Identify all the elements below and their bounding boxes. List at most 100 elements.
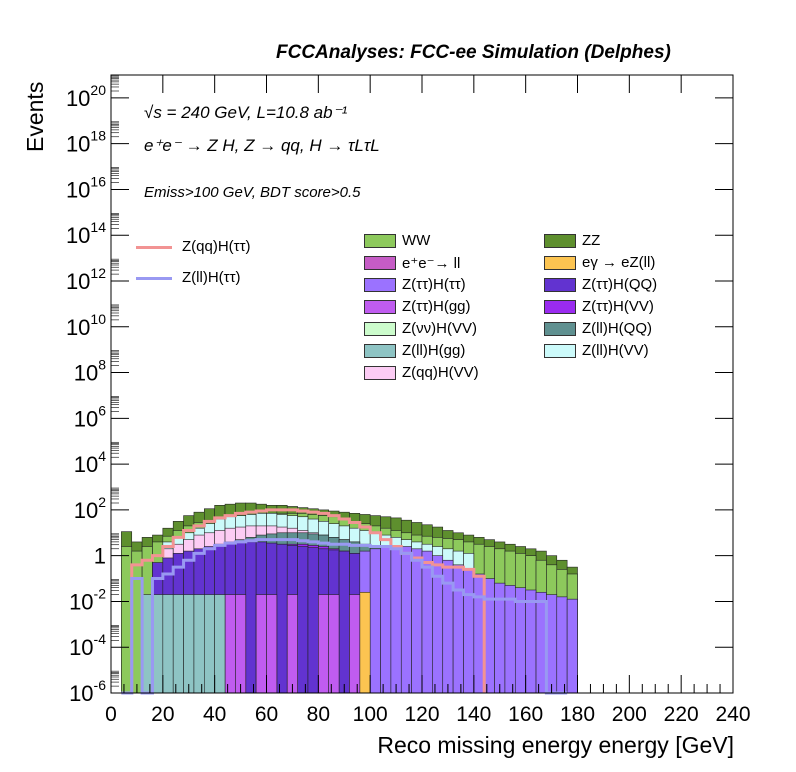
legend-label-z-h-qq: Z(ττ)H(QQ) xyxy=(582,276,658,293)
bar-z-h-15 xyxy=(514,587,526,694)
legend-label-ww: WW xyxy=(402,232,431,249)
legend-label-z-qq-h-vv: Z(qq)H(VV) xyxy=(402,364,479,381)
x-tick-label-220: 220 xyxy=(664,703,699,726)
legend-label-z-h-vv: Z(ττ)H(VV) xyxy=(582,298,654,315)
bar-z-h-9 xyxy=(452,564,464,694)
legend-swatch-z-h-gg xyxy=(364,300,396,314)
bar-z-h-16 xyxy=(525,589,537,694)
legend-swatch-z-ll-h-gg xyxy=(364,344,396,358)
bar-z-ll-h-gg-2 xyxy=(162,594,174,694)
y-axis-ticks: 10-6 10-4 10-2 1 102 104 106 108 1010 1012 1014 101… xyxy=(66,75,733,706)
bar-e-ez-ll-0 xyxy=(359,591,371,694)
selection-annotation: Emiss>100 GeV, BDT score>0.5 xyxy=(144,184,361,201)
legend-swatch-z-qq-h-vv xyxy=(364,366,396,380)
y-tick-label: 1018 xyxy=(66,128,106,157)
x-tick-label-180: 180 xyxy=(560,703,595,726)
x-tick-label-40: 40 xyxy=(203,703,226,726)
bar-z-h-qq-14 xyxy=(297,546,309,694)
legend-label-e-ez-ll: eγ → eZ(ll) xyxy=(582,254,656,271)
x-tick-label-60: 60 xyxy=(255,703,278,726)
bar-z-h-17 xyxy=(535,591,547,694)
legend-swatch-zz xyxy=(544,234,576,248)
bar-z-h-11 xyxy=(473,573,485,694)
bar-z-h-gg-6 xyxy=(286,594,298,694)
legend-swatch-e-ez-ll xyxy=(544,256,576,270)
legend-swatch-z-ll-h-qq xyxy=(544,322,576,336)
bar-z-h-8 xyxy=(442,559,454,694)
bar-z-h-10 xyxy=(463,569,475,694)
y-tick-label: 10-2 xyxy=(69,585,106,614)
signal-lines xyxy=(121,508,568,695)
legend-label-z-h-gg: Z(ττ)H(gg) xyxy=(402,298,471,315)
bar-z-ll-h-gg-3 xyxy=(172,594,184,694)
bar-z-h-gg-9 xyxy=(318,594,330,694)
x-tick-label-240: 240 xyxy=(715,703,750,726)
bar-z-h-gg-0 xyxy=(224,594,236,694)
x-tick-label-80: 80 xyxy=(307,703,330,726)
x-tick-label-120: 120 xyxy=(404,703,439,726)
y-tick-label: 1016 xyxy=(66,173,106,202)
energy-lumi-annotation: √s = 240 GeV, L=10.8 ab⁻¹ xyxy=(144,103,348,122)
legend-label-e-e-ll: e⁺e⁻→ ll xyxy=(402,255,461,272)
bar-z-h-18 xyxy=(546,594,558,694)
x-tick-label-160: 160 xyxy=(508,703,543,726)
legend-line-z-ll-h xyxy=(136,277,172,280)
y-tick-label: 108 xyxy=(74,357,106,386)
x-tick-label-200: 200 xyxy=(612,703,647,726)
process-annotation: e⁺e⁻ → Z H, Z → qq, H → τLτL xyxy=(144,136,380,155)
plot-header: FCCAnalyses: FCC-ee Simulation (Delphes) xyxy=(276,42,671,63)
y-tick-label: 10-6 xyxy=(69,677,106,706)
legend-line-z-qq-h xyxy=(136,246,172,249)
bar-z-h-5 xyxy=(411,548,423,694)
bar-z-ll-h-gg-7 xyxy=(214,594,226,694)
legend-swatch-z-h-qq xyxy=(544,278,576,292)
legend-label-z-ll-h: Z(ll)H(ττ) xyxy=(182,269,241,286)
legend-label-z-h-vv: Z(νν)H(VV) xyxy=(402,320,477,337)
y-tick-label: 1 xyxy=(94,544,106,569)
legend-swatch-z-h xyxy=(364,278,396,292)
bar-z-ll-h-gg-4 xyxy=(183,594,195,694)
bar-z-h-qq-15 xyxy=(307,547,319,694)
bar-z-h-14 xyxy=(504,585,516,694)
legend-swatch-e-e-ll xyxy=(364,256,396,270)
legend-swatch-z-ll-h-vv xyxy=(544,344,576,358)
bar-z-h-19 xyxy=(556,596,568,694)
x-axis-label: Reco missing energy energy [GeV] xyxy=(377,732,734,758)
bar-z-h-6 xyxy=(421,550,433,694)
x-tick-label-100: 100 xyxy=(353,703,388,726)
legend-swatch-z-h-vv xyxy=(544,300,576,314)
y-tick-label: 1014 xyxy=(66,219,106,248)
legend-swatch-ww xyxy=(364,234,396,248)
x-tick-label-140: 140 xyxy=(456,703,491,726)
bar-z-ll-h-gg-1 xyxy=(152,594,164,694)
bar-z-ll-h-gg-6 xyxy=(204,594,215,694)
legend-label-z-ll-h-gg: Z(ll)H(gg) xyxy=(402,342,466,359)
bar-z-h-3 xyxy=(390,546,402,694)
legend-label-zz: ZZ xyxy=(582,232,601,249)
y-tick-label: 104 xyxy=(74,448,106,477)
legend-label-z-h: Z(ττ)H(ττ) xyxy=(402,276,466,293)
bar-z-h-gg-10 xyxy=(328,594,340,694)
x-axis-ticks: 0 20 40 60 80 100 120 140 160 180 200 220 240 xyxy=(105,75,751,726)
bar-z-h-4 xyxy=(400,546,412,694)
y-axis-label: Events xyxy=(22,81,48,152)
bar-z-h-gg-3 xyxy=(255,594,267,694)
bar-z-h-1 xyxy=(369,548,381,694)
bar-z-ll-h-gg-0 xyxy=(141,594,153,694)
bar-ww-1 xyxy=(131,550,143,694)
line-z-ll-h xyxy=(121,538,568,695)
bar-z-h-20 xyxy=(566,598,578,694)
bar-ww-0 xyxy=(121,546,133,694)
legend-label-z-ll-h-vv: Z(ll)H(VV) xyxy=(582,342,649,359)
bar-z-h-qq-18 xyxy=(338,550,350,694)
bar-z-h-12 xyxy=(483,578,495,694)
bar-z-h-qq-12 xyxy=(276,543,288,694)
y-tick-label: 102 xyxy=(74,494,106,523)
bar-z-h-gg-1 xyxy=(235,594,247,694)
y-tick-label: 106 xyxy=(74,402,106,431)
bar-z-h-qq-9 xyxy=(245,541,257,694)
y-tick-label: 1020 xyxy=(66,82,106,111)
legend-label-z-ll-h-qq: Z(ll)H(QQ) xyxy=(582,320,652,337)
y-tick-label: 1010 xyxy=(66,311,106,340)
